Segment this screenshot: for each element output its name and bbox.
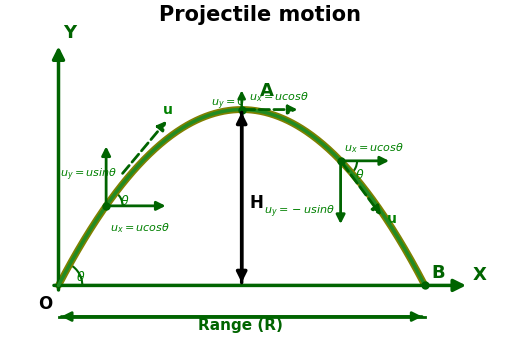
Text: $\theta$: $\theta$ bbox=[76, 270, 85, 285]
Text: Range (R): Range (R) bbox=[198, 319, 282, 333]
Title: Projectile motion: Projectile motion bbox=[159, 5, 361, 25]
Text: B: B bbox=[432, 264, 445, 282]
Text: O: O bbox=[38, 295, 53, 312]
Text: $u_x = ucos\theta$: $u_x = ucos\theta$ bbox=[344, 141, 404, 155]
Text: $u_x = ucos\theta$: $u_x = ucos\theta$ bbox=[110, 221, 170, 235]
Text: $\theta$: $\theta$ bbox=[120, 194, 129, 208]
Text: $\theta$: $\theta$ bbox=[355, 168, 364, 182]
Text: $u_y = usin\theta$: $u_y = usin\theta$ bbox=[60, 167, 118, 183]
Text: $u_y = 0$: $u_y = 0$ bbox=[211, 96, 244, 112]
Text: u: u bbox=[387, 212, 397, 227]
Text: X: X bbox=[473, 266, 486, 283]
Text: $u_x = ucos\theta$: $u_x = ucos\theta$ bbox=[249, 90, 309, 104]
Text: A: A bbox=[260, 82, 274, 100]
Text: Y: Y bbox=[63, 24, 76, 42]
Text: $u_y = -usin\theta$: $u_y = -usin\theta$ bbox=[264, 204, 334, 220]
Text: H: H bbox=[249, 194, 263, 212]
Text: u: u bbox=[163, 102, 173, 117]
